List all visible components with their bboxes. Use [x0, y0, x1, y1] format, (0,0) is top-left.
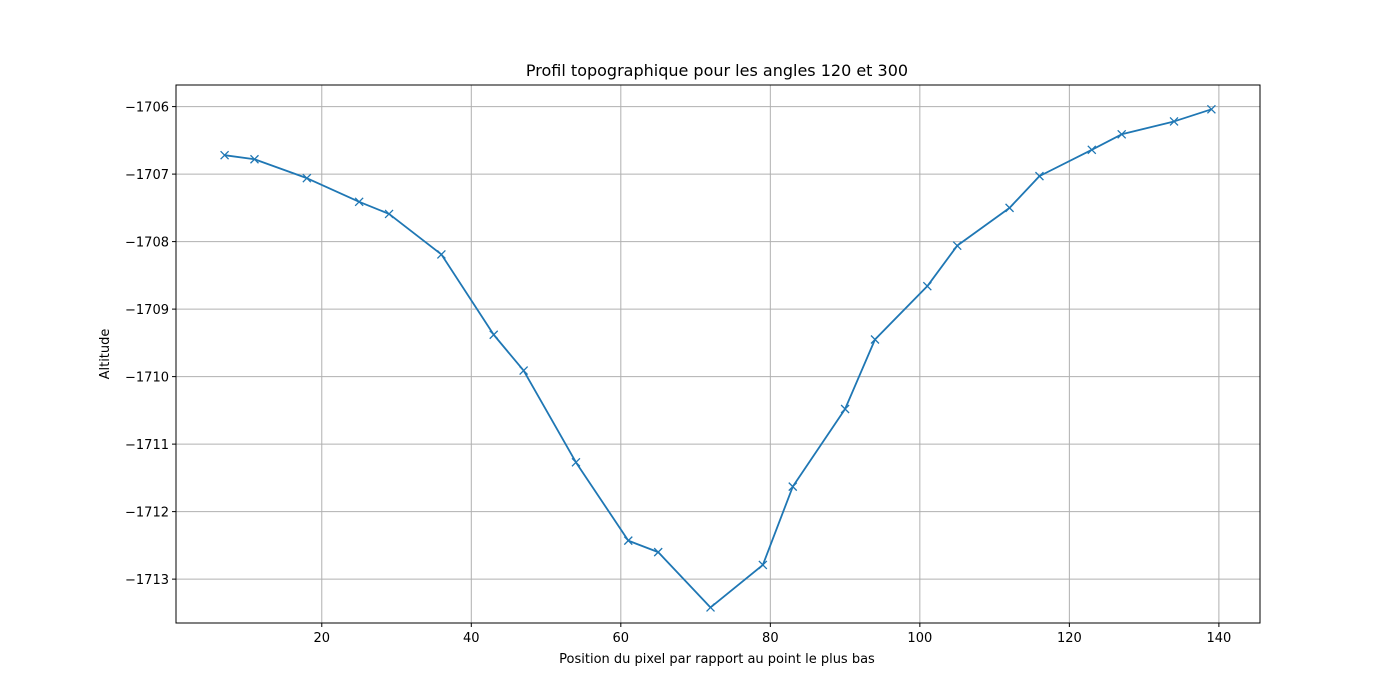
y-tick-label: −1711 — [125, 438, 169, 453]
data-point-marker — [1035, 171, 1044, 181]
grid — [176, 85, 1260, 623]
plot-frame — [175, 84, 1261, 624]
data-point-marker — [1087, 145, 1097, 155]
series-line — [224, 108, 1212, 609]
data-point-marker — [952, 241, 962, 251]
data-point-marker — [489, 330, 499, 340]
data-point-marker — [302, 173, 312, 183]
series-layer — [220, 104, 1216, 612]
data-point-marker — [922, 281, 932, 291]
data-point-marker — [623, 536, 633, 546]
data-point-marker — [653, 547, 663, 557]
data-point-marker — [1117, 129, 1127, 139]
x-tick-label: 120 — [1057, 631, 1082, 646]
x-tick-label: 140 — [1206, 631, 1231, 646]
data-point-marker — [220, 150, 230, 160]
x-tick-label: 40 — [463, 631, 480, 646]
y-tick-label: −1710 — [125, 371, 169, 386]
chart-title: Profil topographique pour les angles 120… — [526, 61, 908, 80]
data-point-marker — [519, 366, 529, 375]
data-point-marker — [571, 457, 581, 467]
data-point-marker — [870, 335, 880, 344]
data-point-marker — [788, 482, 798, 492]
data-point-marker — [758, 560, 768, 570]
x-axis-label: Position du pixel par rapport au point l… — [559, 652, 875, 667]
data-point-marker — [1005, 203, 1015, 213]
y-tick-label: −1713 — [125, 573, 169, 588]
data-point-marker — [384, 209, 394, 219]
x-tick-label: 20 — [314, 631, 331, 646]
data-point-marker — [1206, 104, 1216, 114]
data-point-marker — [250, 154, 259, 164]
y-tick-label: −1707 — [125, 168, 169, 183]
y-tick-label: −1706 — [125, 101, 169, 116]
x-tick-label: 60 — [613, 631, 630, 646]
y-axis-label: Altitude — [98, 329, 113, 380]
y-tick-label: −1708 — [125, 236, 169, 251]
x-tick-label: 100 — [907, 631, 932, 646]
data-point-marker — [1169, 116, 1179, 126]
data-point-marker — [706, 603, 715, 612]
y-tick-label: −1712 — [125, 506, 169, 521]
y-tick-label: −1709 — [125, 303, 169, 318]
data-point-marker — [354, 197, 364, 207]
x-tick-label: 80 — [762, 631, 779, 646]
data-point-marker — [840, 404, 850, 414]
data-point-marker — [436, 249, 446, 259]
axis-ticks: 20 40 60 80 100 120 140 −1713 −1712 −1711 −1710 −17… — [125, 101, 1231, 646]
